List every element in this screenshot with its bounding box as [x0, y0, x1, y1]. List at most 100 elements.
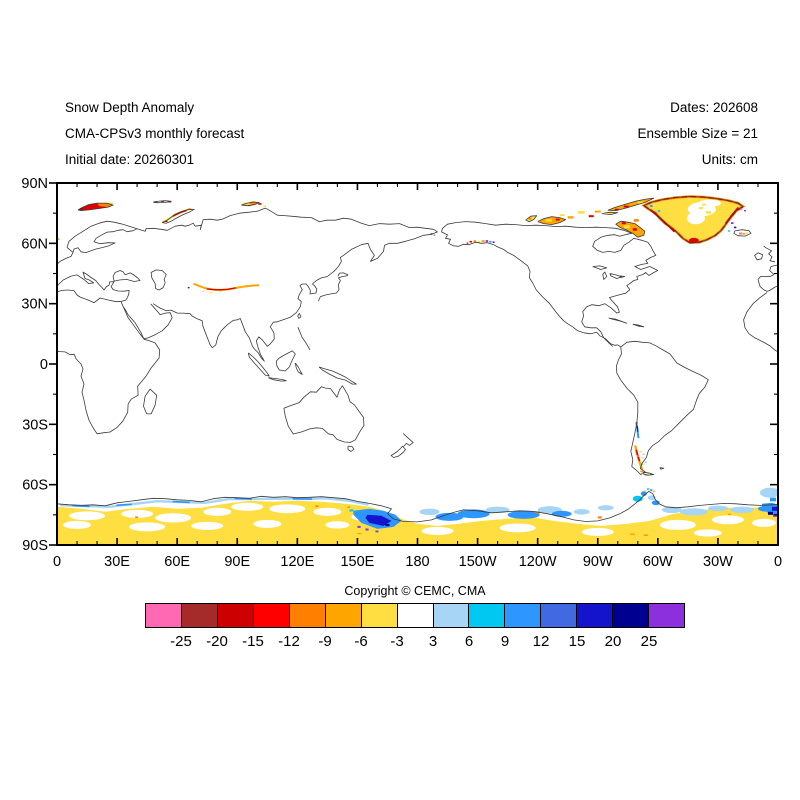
anomaly-patch	[607, 198, 654, 211]
anomaly-blob	[759, 487, 778, 498]
anomaly-cell	[108, 202, 114, 205]
lat-tick-label: 60N	[21, 236, 48, 252]
coastline	[763, 245, 776, 263]
anomaly-cell	[769, 497, 776, 502]
anomaly-cell	[349, 509, 354, 512]
anomaly-cell	[385, 523, 390, 527]
anomaly-streak	[172, 500, 190, 504]
anomaly-blob	[129, 522, 166, 532]
anomaly-cell	[188, 208, 192, 210]
coastline	[608, 317, 628, 324]
anomaly-cell	[80, 207, 84, 210]
coastline	[592, 265, 608, 270]
anomaly-patch	[762, 502, 778, 515]
colorbar-cell	[289, 604, 326, 627]
anomaly-blob	[435, 512, 464, 521]
colorbar-cell	[361, 604, 398, 627]
coastline	[268, 377, 287, 382]
copyright-text: Copyright © CEMC, CMA	[344, 584, 486, 598]
anomaly-blob	[659, 519, 696, 530]
anomaly-cell	[742, 232, 746, 235]
coastline	[525, 215, 538, 223]
anomaly-blob	[711, 515, 744, 525]
anomaly-cell	[644, 461, 647, 464]
anomaly-cell	[649, 205, 653, 207]
figure-title: Snow Depth Anomaly	[65, 100, 195, 115]
anomaly-cell	[559, 214, 565, 217]
anomaly-cell	[357, 532, 362, 535]
anomaly-blob	[231, 502, 264, 511]
anomaly-blob	[191, 521, 224, 530]
coastline	[57, 301, 161, 435]
colorbar-cell	[181, 604, 218, 627]
coastline	[66, 220, 138, 254]
coastline	[602, 271, 608, 280]
coastline	[643, 196, 744, 244]
lon-tick-label: 90E	[224, 554, 250, 570]
anomaly-cell	[365, 528, 369, 531]
coastline	[318, 272, 349, 302]
axis-ticks	[49, 182, 779, 546]
colorbar-label: -3	[390, 633, 404, 650]
coastline	[402, 433, 414, 447]
lat-tick-label: 60S	[22, 478, 48, 494]
anomaly-streak	[206, 287, 236, 291]
colorbar	[145, 603, 685, 628]
anomaly-cell	[187, 286, 190, 289]
anomaly-cell	[347, 506, 351, 508]
colorbar-label: -25	[170, 633, 192, 650]
anomaly-cell	[643, 489, 646, 492]
anomaly-cell	[469, 240, 472, 243]
colorbar-cell	[469, 604, 506, 627]
colorbar-cell	[541, 604, 578, 627]
coastline	[743, 292, 778, 352]
anomaly-cell	[621, 222, 626, 225]
anomaly-cell	[646, 488, 650, 490]
lon-tick-label: 0	[774, 554, 782, 570]
anomaly-patch	[365, 514, 392, 526]
anomaly-cell	[643, 534, 648, 536]
lat-tick-label: 30S	[22, 417, 48, 433]
coastline	[659, 467, 665, 470]
lat-tick-label: 30N	[21, 297, 48, 313]
anomaly-cell	[701, 203, 706, 206]
lon-tick-label: 180	[405, 554, 429, 570]
colorbar-cell	[577, 604, 614, 627]
coastline	[161, 208, 195, 224]
anomaly-blob	[693, 529, 722, 537]
lat-tick-label: 90N	[21, 176, 48, 192]
anomaly-blob	[485, 506, 510, 514]
units-label: Units: cm	[701, 152, 758, 167]
lon-tick-label: 30W	[703, 554, 733, 570]
coastline	[275, 350, 296, 372]
coastline	[112, 270, 141, 282]
anomaly-cell	[165, 220, 168, 223]
anomaly-cell	[466, 242, 469, 244]
anomaly-blob	[573, 509, 590, 515]
anomaly-cell	[633, 219, 639, 222]
coastline	[616, 340, 709, 476]
coastline	[283, 385, 365, 443]
lon-tick-label: 120W	[519, 554, 557, 570]
anomaly-cell	[528, 217, 532, 220]
axis-labels: 90N 60N 30N 0 30S 60S 90S 0 30E 60E 90E 120E 150E 180…	[21, 176, 782, 570]
anomaly-cell	[594, 210, 601, 213]
anomaly-blob	[661, 506, 682, 514]
anomaly-cell	[614, 208, 619, 211]
coastline	[537, 216, 567, 226]
colorbar-cell	[505, 604, 542, 627]
anomaly-cell	[771, 506, 778, 511]
anomaly-cell	[375, 530, 379, 533]
anomaly-cell	[639, 450, 642, 453]
anomaly-cell	[637, 455, 640, 457]
coastline	[297, 313, 302, 319]
anomaly-cell	[258, 203, 262, 205]
anomaly-blob	[632, 495, 643, 502]
anomaly-cell	[632, 228, 637, 231]
colorbar-cell	[613, 604, 650, 627]
anomaly-streak	[59, 497, 369, 508]
coastline	[294, 362, 303, 375]
colorbar-label: -15	[242, 633, 264, 650]
anomaly-cell	[698, 207, 703, 210]
coastline	[57, 490, 778, 523]
